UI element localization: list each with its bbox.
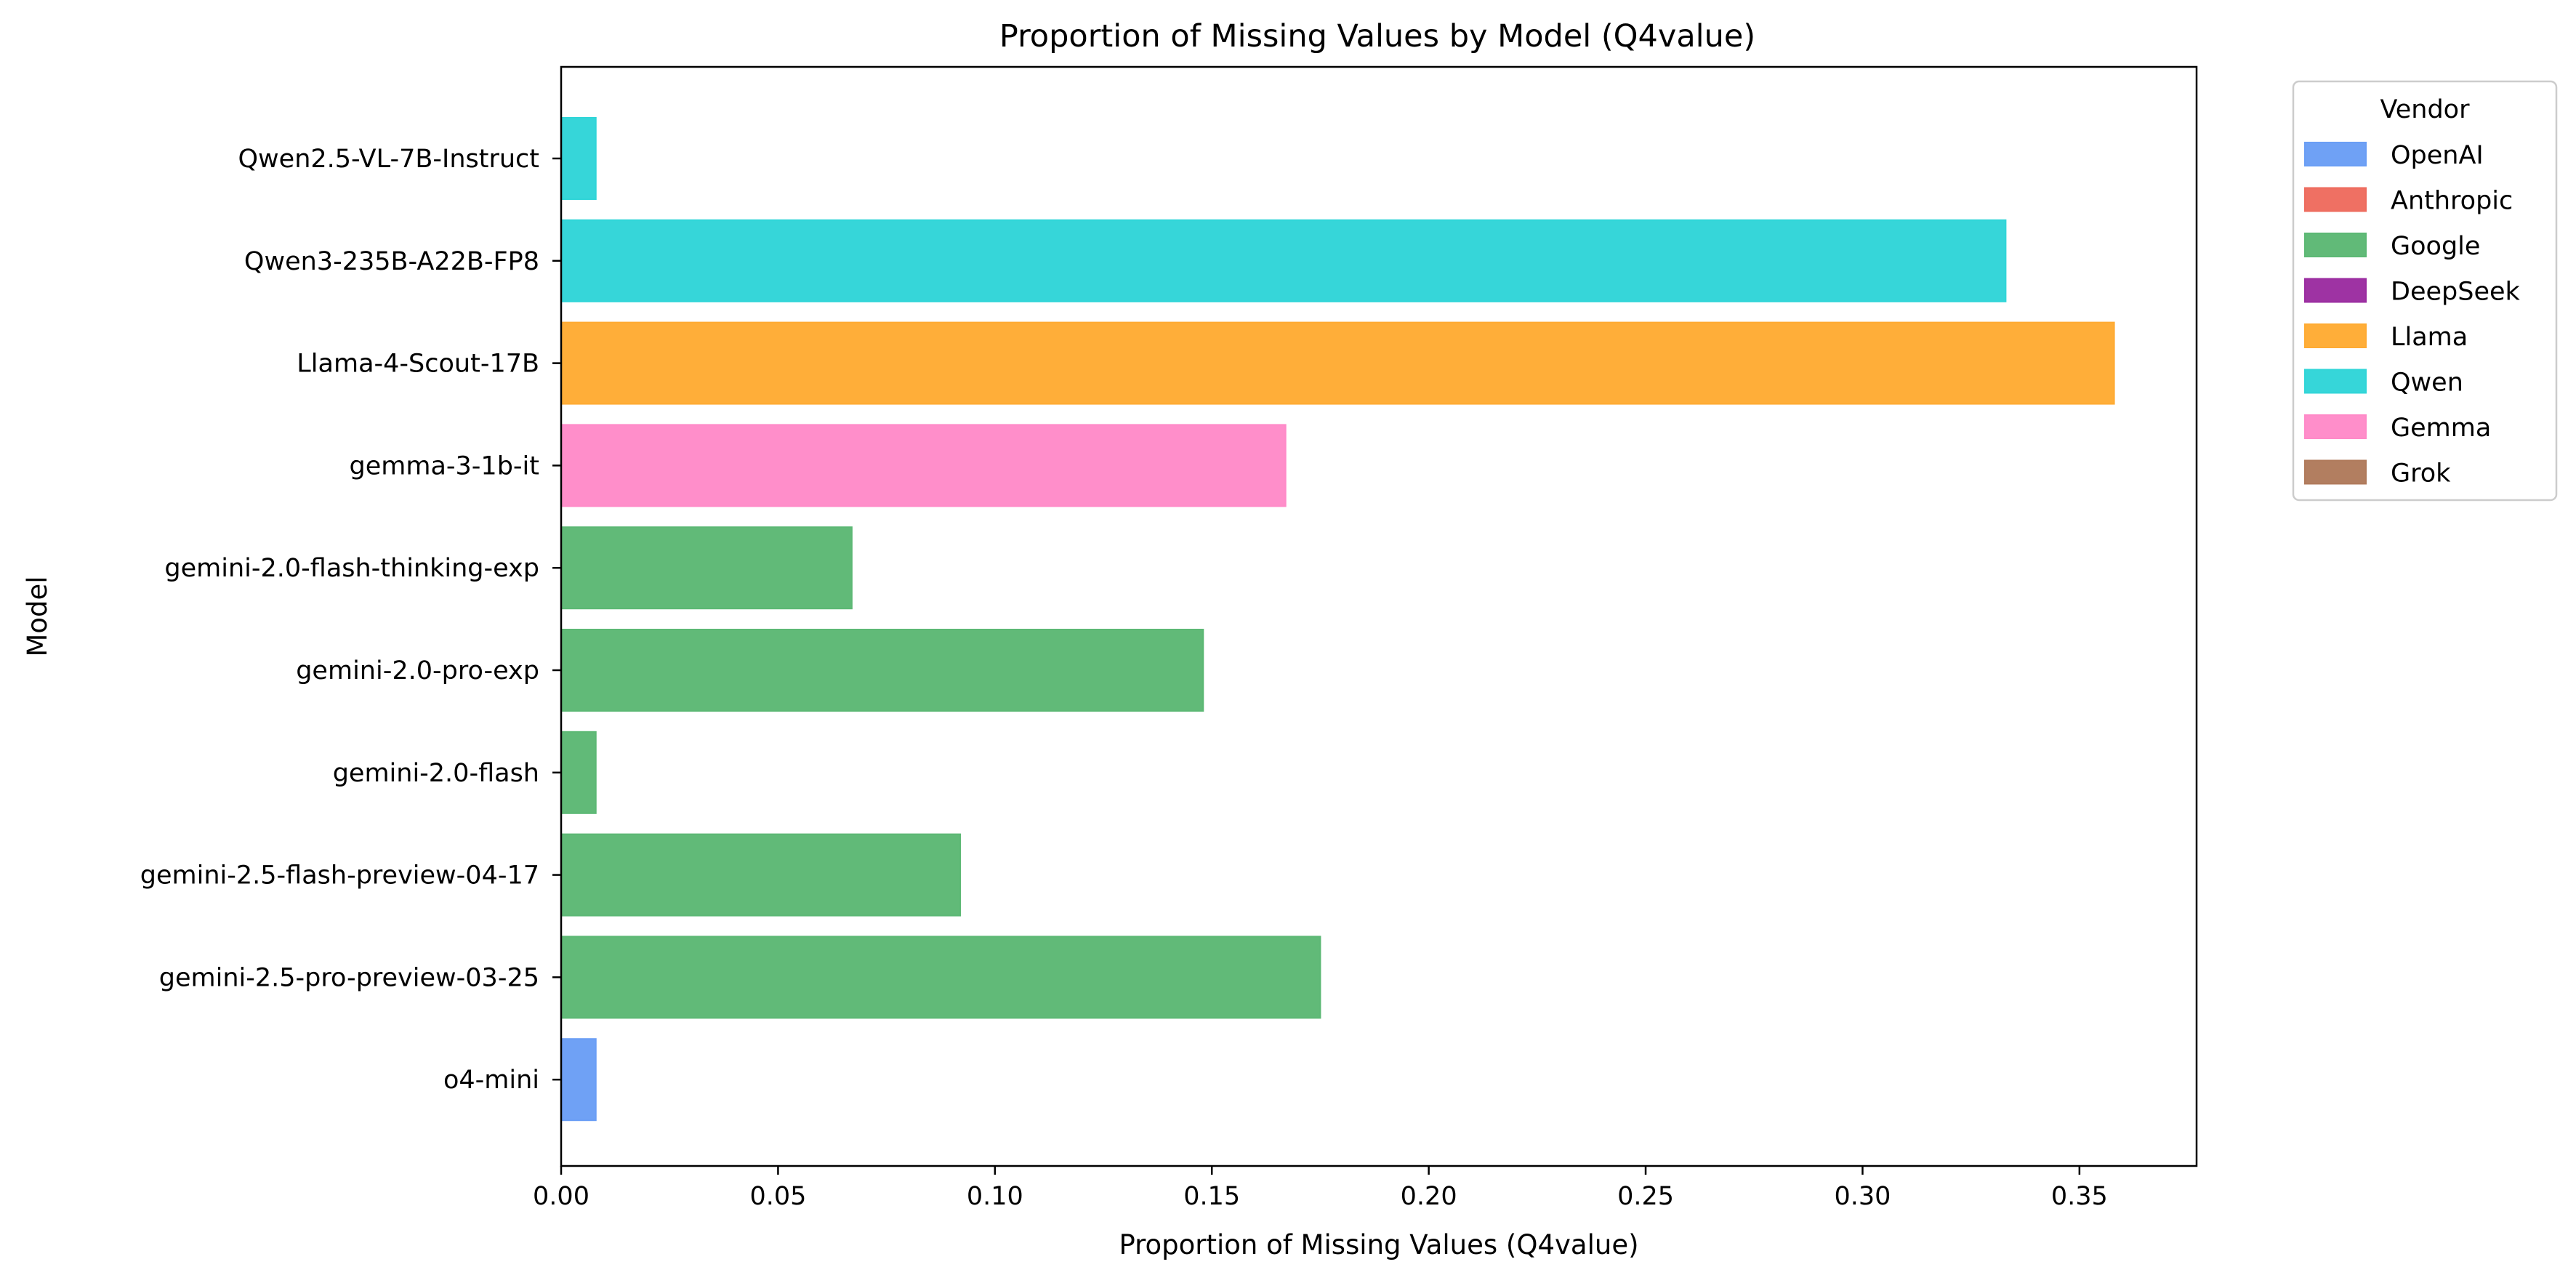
x-axis-label: Proportion of Missing Values (Q4value): [1119, 1229, 1638, 1260]
legend-label-qwen: Qwen: [2391, 369, 2463, 398]
legend-label-grok: Grok: [2391, 459, 2451, 488]
legend-swatch-llama: [2304, 323, 2367, 348]
y-tick-label: gemini-2.5-pro-preview-03-25: [159, 963, 539, 992]
y-tick-label: gemma-3-1b-it: [350, 451, 539, 480]
x-tick-label: 0.30: [1834, 1182, 1891, 1211]
y-axis: Qwen2.5-VL-7B-Instruct Qwen3-235B-A22B-FP…: [140, 145, 561, 1095]
x-tick-label: 0.10: [967, 1182, 1023, 1211]
y-tick-label: gemini-2.0-pro-exp: [296, 656, 539, 685]
bar-qwen2-5-vl-7b-instruct: [560, 117, 597, 200]
legend-swatch-deepseek: [2304, 278, 2367, 303]
legend-swatch-gemma: [2304, 414, 2367, 439]
legend-swatch-qwen: [2304, 369, 2367, 394]
legend-title: Vendor: [2380, 95, 2471, 124]
bar-o4-mini: [560, 1038, 597, 1122]
bar-gemini-2-5-pro-preview-03-25: [560, 936, 1321, 1019]
bar-gemma-3-1b-it: [560, 424, 1287, 507]
bar-llama-4-scout-17b: [560, 321, 2115, 405]
y-tick-label: gemini-2.5-flash-preview-04-17: [140, 861, 539, 890]
y-tick-label: o4-mini: [443, 1066, 539, 1095]
legend-swatch-google: [2304, 233, 2367, 257]
plot-frame: [560, 65, 2198, 1167]
legend-label-gemma: Gemma: [2391, 414, 2491, 443]
bar-qwen3-235b-a22b-fp8: [560, 219, 2007, 302]
bar-gemini-2-0-pro-exp: [560, 629, 1204, 712]
legend-frame: [2292, 80, 2558, 502]
bar-gemini-2-0-flash-thinking-exp: [560, 526, 853, 610]
legend-label-llama: Llama: [2391, 323, 2468, 352]
bar-gemini-2-5-flash-preview-04-17: [560, 833, 962, 917]
x-tick-label: 0.15: [1183, 1182, 1240, 1211]
x-axis: 0.00 0.05 0.10 0.15 0.20 0.25 0.30 0.35: [533, 1166, 2108, 1211]
chart-title: Proportion of Missing Values by Model (Q…: [999, 18, 1755, 55]
legend-swatch-grok: [2304, 459, 2367, 485]
legend-label-google: Google: [2391, 232, 2480, 261]
legend-label-anthropic: Anthropic: [2391, 187, 2513, 216]
x-tick-label: 0.00: [533, 1182, 589, 1211]
y-tick-label: Llama-4-Scout-17B: [297, 350, 539, 379]
legend-label-openai: OpenAI: [2391, 141, 2484, 170]
y-tick-label: Qwen2.5-VL-7B-Instruct: [238, 145, 540, 174]
legend-swatch-openai: [2304, 142, 2367, 166]
x-tick-label: 0.05: [749, 1182, 806, 1211]
legend: Vendor OpenAI Anthropic Google DeepSeek Llam…: [2292, 80, 2558, 502]
bars-layer: [560, 117, 2115, 1122]
y-tick-label: gemini-2.0-flash-thinking-exp: [164, 554, 539, 583]
y-axis-label: Model: [22, 576, 53, 656]
x-tick-label: 0.20: [1401, 1182, 1457, 1211]
bar-gemini-2-0-flash: [560, 731, 597, 814]
y-tick-label: gemini-2.0-flash: [333, 759, 539, 788]
x-tick-label: 0.35: [2051, 1182, 2108, 1211]
y-tick-label: Qwen3-235B-A22B-FP8: [244, 247, 539, 276]
x-tick-label: 0.25: [1617, 1182, 1674, 1211]
legend-items: OpenAI Anthropic Google DeepSeek Llama Qwen Ge…: [2304, 141, 2521, 488]
legend-label-deepseek: DeepSeek: [2391, 278, 2521, 307]
legend-swatch-anthropic: [2304, 187, 2367, 212]
